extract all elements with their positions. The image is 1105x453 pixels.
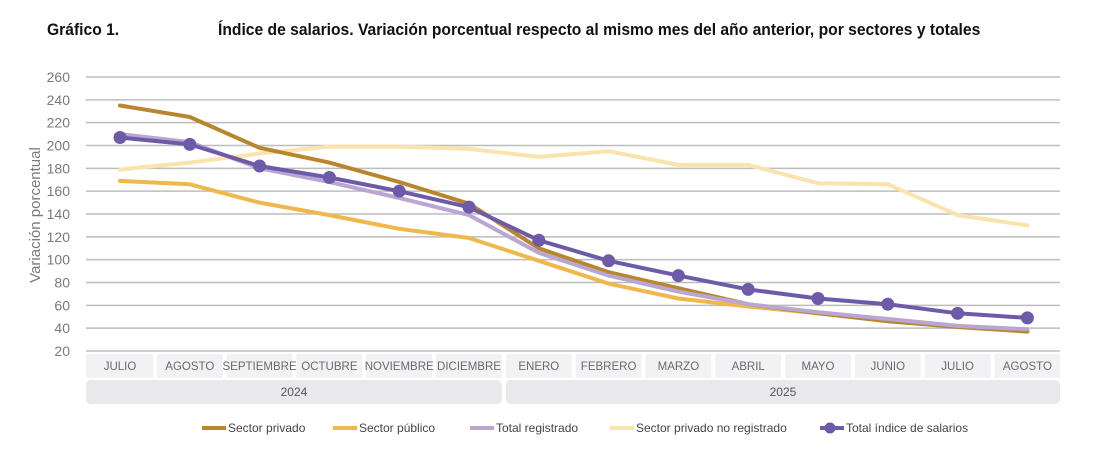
gridlines: [86, 76, 1060, 352]
data-point: [811, 291, 825, 305]
x-category-cell: [366, 354, 433, 378]
data-point: [671, 269, 685, 283]
x-axis: 2024 2025 JULIO AGOSTO SEPTIEMBRE OCTUBRE NOVI…: [86, 354, 1060, 404]
x-category-cell: [854, 354, 921, 378]
x-tick-label: FEBRERO: [581, 361, 637, 373]
y-tick-label: 260: [47, 69, 71, 85]
figure-label: Gráfico 1.: [47, 20, 120, 39]
y-tick-label: 140: [47, 206, 71, 222]
x-category-cell: [86, 354, 153, 378]
x-category-cell: [575, 354, 642, 378]
x-tick-label: MARZO: [658, 361, 700, 373]
y-axis-label: Variación porcentual: [27, 147, 44, 283]
y-tick-label: 180: [47, 160, 71, 176]
data-point: [322, 170, 336, 184]
data-point: [741, 282, 755, 296]
x-category-cell: [156, 354, 223, 378]
chart-title: Índice de salarios. Variación porcentual…: [218, 20, 981, 39]
data-point: [1020, 311, 1034, 325]
y-tick-label: 20: [54, 343, 70, 359]
data-point: [113, 131, 127, 145]
x-tick-label: AGOSTO: [1003, 361, 1052, 373]
data-point: [602, 254, 616, 268]
legend-entry: Sector público: [359, 421, 435, 435]
y-tick-label: 60: [54, 297, 70, 313]
year-band: [505, 380, 1060, 404]
x-tick-label: JULIO: [104, 361, 137, 373]
legend-entry: Sector privado: [228, 421, 306, 435]
x-category-cell: [645, 354, 712, 378]
series-line-3: [118, 132, 1030, 332]
x-category-cell: [296, 354, 363, 378]
y-tick-label: 120: [47, 229, 71, 245]
x-tick-label: AGOSTO: [165, 361, 214, 373]
x-tick-label: NOVIEMBRE: [365, 361, 434, 373]
x-category-cell: [226, 354, 293, 378]
data-point: [462, 200, 476, 214]
x-tick-label: JUNIO: [871, 361, 906, 373]
x-category-cell: [436, 354, 502, 378]
data-point: [392, 184, 406, 198]
legend-entry: Total índice de salarios: [846, 421, 968, 435]
x-tick-label: SEPTIEMBRE: [223, 361, 297, 373]
data-point: [532, 233, 546, 247]
series-line-0: [118, 144, 1030, 228]
x-category-cell: [785, 354, 851, 378]
x-category-cell: [715, 354, 782, 378]
x-tick-label: MAYO: [801, 361, 834, 373]
y-tick-label: 160: [47, 183, 71, 199]
series-line-2: [118, 103, 1030, 334]
y-tick-label: 240: [47, 92, 71, 108]
data-point: [183, 137, 197, 151]
x-category-cell: [924, 354, 991, 378]
x-category-cell: [505, 354, 572, 378]
series-line-4: [118, 135, 1030, 320]
y-tick-label: 80: [54, 275, 70, 291]
x-tick-label: OCTUBRE: [301, 361, 358, 373]
legend-marker: [824, 422, 836, 434]
data-point: [951, 306, 965, 320]
y-tick-label: 100: [47, 252, 71, 268]
chart-header: Gráfico 1. Índice de salarios. Variación…: [0, 0, 1105, 60]
legend-entry: Sector privado no registrado: [636, 421, 787, 435]
legend-entry: Total registrado: [496, 421, 578, 435]
y-tick-label: 200: [47, 138, 71, 154]
year-label: 2024: [281, 385, 308, 399]
data-point: [253, 159, 267, 173]
series-lines: [113, 103, 1034, 334]
year-band: [86, 380, 502, 404]
x-category-cell: [994, 354, 1060, 378]
legend: Sector privado Sector público Total regist…: [202, 421, 968, 435]
x-tick-label: ABRIL: [732, 361, 766, 373]
data-point: [881, 297, 895, 311]
x-tick-label: DICIEMBRE: [437, 361, 501, 373]
y-tick-label: 40: [54, 320, 70, 336]
x-tick-label: JULIO: [941, 361, 974, 373]
year-label: 2025: [770, 385, 797, 399]
y-axis: 20 40 60 80 100 120 140 160 180 200 220 240 260: [47, 69, 71, 359]
y-tick-label: 220: [47, 115, 71, 131]
x-tick-label: ENERO: [518, 361, 559, 373]
